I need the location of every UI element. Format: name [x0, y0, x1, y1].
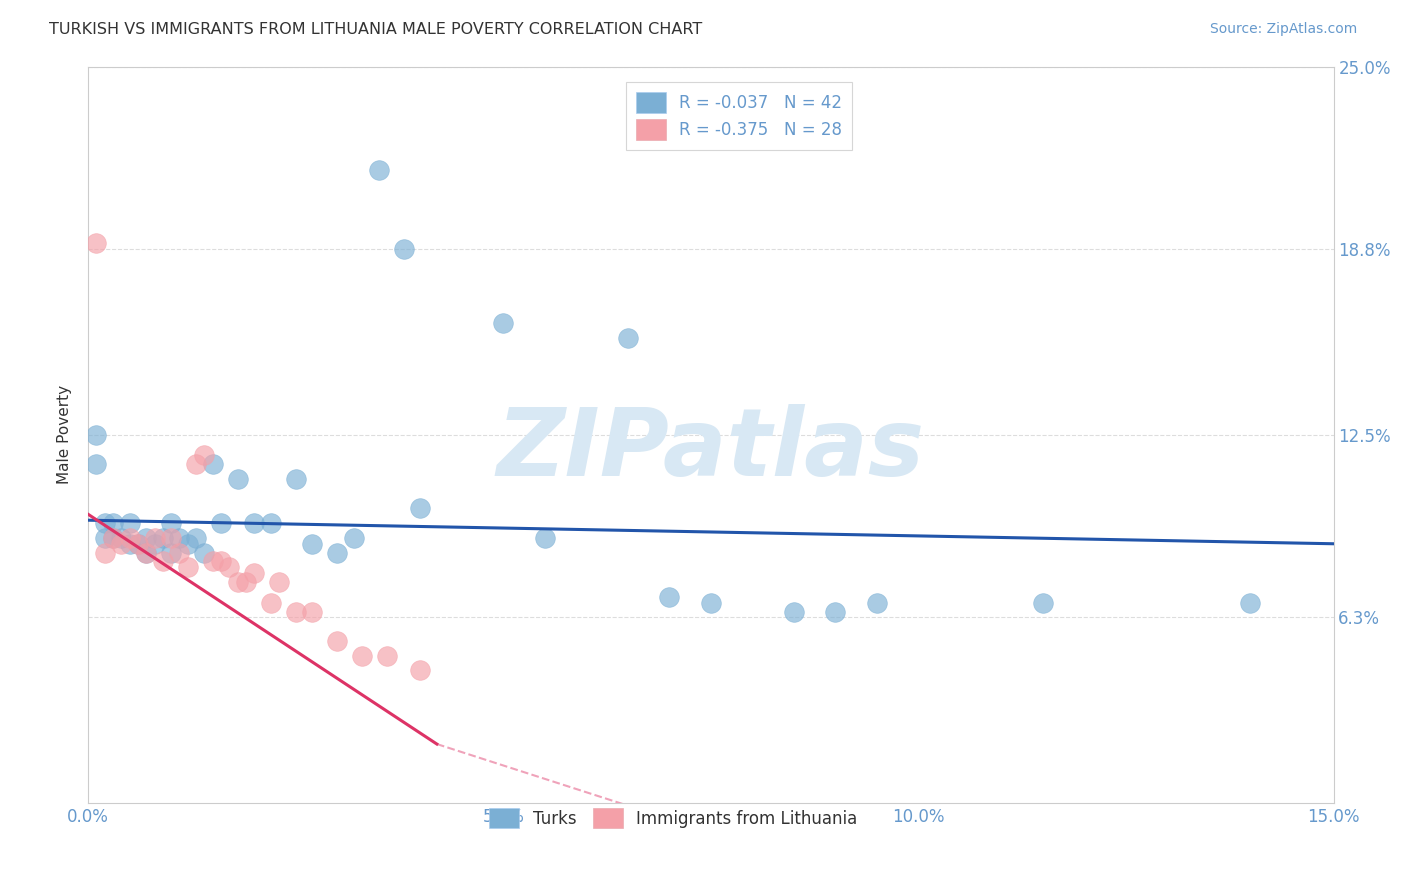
Point	[135, 546, 157, 560]
Point	[101, 531, 124, 545]
Point	[218, 560, 240, 574]
Point	[284, 605, 307, 619]
Point	[824, 605, 846, 619]
Point	[260, 516, 283, 530]
Point	[226, 575, 249, 590]
Point	[160, 531, 183, 545]
Point	[184, 457, 207, 471]
Point	[409, 664, 432, 678]
Point	[209, 516, 232, 530]
Point	[235, 575, 257, 590]
Point	[392, 242, 415, 256]
Point	[301, 537, 323, 551]
Point	[658, 590, 681, 604]
Point	[110, 531, 132, 545]
Point	[152, 531, 174, 545]
Point	[352, 648, 374, 663]
Legend: Turks, Immigrants from Lithuania: Turks, Immigrants from Lithuania	[482, 801, 865, 835]
Point	[177, 537, 200, 551]
Y-axis label: Male Poverty: Male Poverty	[58, 385, 72, 484]
Point	[409, 501, 432, 516]
Point	[284, 472, 307, 486]
Point	[326, 546, 349, 560]
Point	[193, 449, 215, 463]
Text: TURKISH VS IMMIGRANTS FROM LITHUANIA MALE POVERTY CORRELATION CHART: TURKISH VS IMMIGRANTS FROM LITHUANIA MAL…	[49, 22, 703, 37]
Point	[160, 516, 183, 530]
Point	[243, 566, 266, 581]
Point	[94, 531, 117, 545]
Point	[184, 531, 207, 545]
Point	[110, 537, 132, 551]
Point	[169, 546, 191, 560]
Point	[118, 537, 141, 551]
Point	[135, 546, 157, 560]
Point	[143, 537, 166, 551]
Point	[127, 537, 149, 551]
Point	[86, 427, 108, 442]
Point	[367, 162, 389, 177]
Point	[86, 457, 108, 471]
Point	[94, 516, 117, 530]
Point	[375, 648, 398, 663]
Point	[326, 634, 349, 648]
Point	[177, 560, 200, 574]
Point	[269, 575, 291, 590]
Point	[169, 531, 191, 545]
Point	[617, 330, 640, 344]
Point	[209, 554, 232, 568]
Point	[135, 531, 157, 545]
Point	[533, 531, 555, 545]
Point	[260, 596, 283, 610]
Point	[101, 516, 124, 530]
Point	[101, 531, 124, 545]
Point	[118, 531, 141, 545]
Point	[127, 537, 149, 551]
Point	[492, 316, 515, 330]
Point	[783, 605, 806, 619]
Point	[243, 516, 266, 530]
Point	[160, 546, 183, 560]
Point	[193, 546, 215, 560]
Point	[343, 531, 366, 545]
Point	[94, 546, 117, 560]
Point	[118, 516, 141, 530]
Point	[86, 236, 108, 251]
Text: ZIPatlas: ZIPatlas	[496, 403, 925, 495]
Point	[1032, 596, 1054, 610]
Point	[301, 605, 323, 619]
Point	[143, 531, 166, 545]
Point	[201, 554, 224, 568]
Text: Source: ZipAtlas.com: Source: ZipAtlas.com	[1209, 22, 1357, 37]
Point	[700, 596, 723, 610]
Point	[201, 457, 224, 471]
Point	[1239, 596, 1261, 610]
Point	[152, 554, 174, 568]
Point	[866, 596, 889, 610]
Point	[226, 472, 249, 486]
